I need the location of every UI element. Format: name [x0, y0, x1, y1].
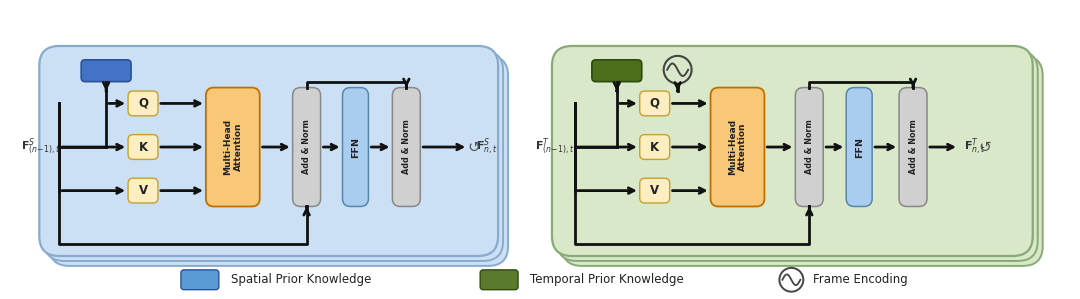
FancyBboxPatch shape — [392, 88, 420, 207]
Text: ↺: ↺ — [468, 140, 481, 155]
FancyBboxPatch shape — [50, 56, 508, 266]
Text: $\mathbf{F}^{T}_{n,t}$: $\mathbf{F}^{T}_{n,t}$ — [964, 137, 986, 158]
FancyBboxPatch shape — [39, 46, 498, 256]
Text: Add & Norm: Add & Norm — [302, 120, 311, 174]
Text: Q: Q — [138, 97, 148, 110]
Text: Frame Encoding: Frame Encoding — [813, 273, 908, 286]
Text: Multi-Head
Attention: Multi-Head Attention — [224, 119, 243, 175]
Text: Add & Norm: Add & Norm — [402, 120, 410, 174]
FancyBboxPatch shape — [129, 91, 158, 116]
Text: Add & Norm: Add & Norm — [805, 120, 814, 174]
FancyBboxPatch shape — [639, 91, 670, 116]
Text: Spatial Prior Knowledge: Spatial Prior Knowledge — [231, 273, 372, 286]
Text: ↺: ↺ — [978, 140, 991, 155]
Text: Add & Norm: Add & Norm — [908, 120, 918, 174]
FancyBboxPatch shape — [639, 178, 670, 203]
Text: Temporal Prior Knowledge: Temporal Prior Knowledge — [530, 273, 684, 286]
FancyBboxPatch shape — [129, 135, 158, 159]
FancyBboxPatch shape — [293, 88, 321, 207]
Text: $\mathbf{F}^{T}_{(n\!-\!1),t}$: $\mathbf{F}^{T}_{(n\!-\!1),t}$ — [535, 137, 575, 157]
Text: K: K — [138, 141, 148, 153]
Text: V: V — [138, 184, 148, 197]
FancyBboxPatch shape — [557, 51, 1038, 261]
Text: $\mathbf{F}^{S}_{(n\!-\!1),t}$: $\mathbf{F}^{S}_{(n\!-\!1),t}$ — [22, 137, 62, 157]
FancyBboxPatch shape — [481, 270, 518, 290]
FancyBboxPatch shape — [206, 88, 259, 207]
FancyBboxPatch shape — [795, 88, 823, 207]
FancyBboxPatch shape — [639, 135, 670, 159]
Text: K: K — [650, 141, 659, 153]
FancyBboxPatch shape — [552, 46, 1032, 256]
Text: $\mathbf{F}^{S}_{n,t}$: $\mathbf{F}^{S}_{n,t}$ — [476, 137, 498, 158]
FancyBboxPatch shape — [342, 88, 368, 207]
FancyBboxPatch shape — [847, 88, 873, 207]
FancyBboxPatch shape — [44, 51, 503, 261]
Text: FFN: FFN — [351, 137, 360, 158]
FancyBboxPatch shape — [711, 88, 765, 207]
Text: Q: Q — [650, 97, 660, 110]
FancyBboxPatch shape — [562, 56, 1042, 266]
FancyBboxPatch shape — [592, 60, 642, 82]
Text: FFN: FFN — [854, 137, 864, 158]
FancyBboxPatch shape — [181, 270, 219, 290]
FancyBboxPatch shape — [129, 178, 158, 203]
FancyBboxPatch shape — [899, 88, 927, 207]
Text: V: V — [650, 184, 659, 197]
Text: Multi-Head
Attention: Multi-Head Attention — [728, 119, 747, 175]
FancyBboxPatch shape — [81, 60, 131, 82]
